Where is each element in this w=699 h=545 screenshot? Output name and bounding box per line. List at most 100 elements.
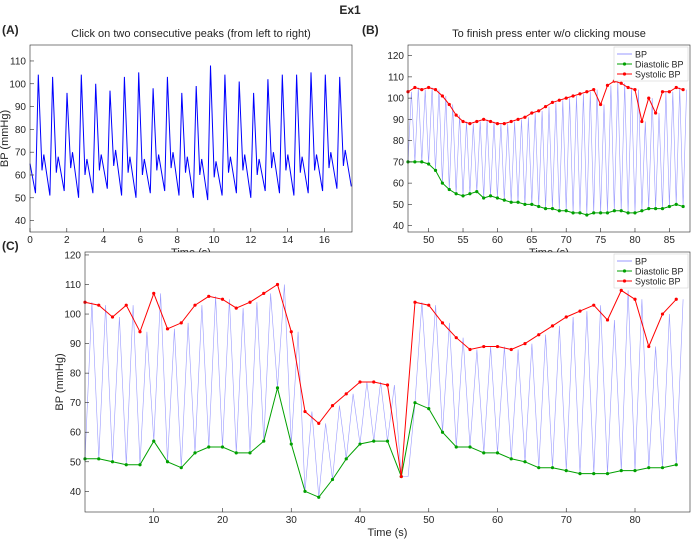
data-point: [152, 291, 156, 295]
data-point: [433, 88, 438, 92]
legend-marker: [622, 72, 627, 76]
plot-area: [85, 252, 690, 512]
data-point: [640, 119, 644, 124]
data-point: [674, 85, 678, 90]
x-tick-label: 55: [457, 235, 469, 246]
data-point: [138, 330, 142, 334]
y-tick-label: 70: [393, 157, 405, 168]
legend-marker: [622, 279, 627, 283]
x-tick-label: 50: [423, 515, 435, 526]
y-tick-label: 40: [15, 216, 27, 227]
data-point: [502, 122, 506, 126]
data-point: [454, 445, 458, 449]
data-point: [468, 445, 472, 449]
data-point: [605, 471, 610, 476]
y-tick-label: 70: [70, 398, 82, 409]
data-point: [550, 100, 555, 104]
x-tick-label: 40: [354, 515, 366, 526]
x-tick-label: 16: [319, 235, 331, 246]
data-line: [84, 283, 677, 477]
x-tick-label: 10: [208, 235, 220, 246]
data-point: [564, 96, 568, 100]
x-tick-label: 60: [492, 515, 504, 526]
data-point: [413, 401, 417, 405]
data-point: [447, 187, 451, 192]
data-point: [482, 344, 486, 349]
data-point: [654, 111, 658, 115]
data-point: [647, 96, 651, 100]
data-point: [654, 207, 658, 211]
data-point: [619, 81, 623, 85]
data-point: [571, 211, 575, 215]
data-point: [633, 88, 637, 92]
y-tick-label: 70: [15, 148, 27, 159]
data-point: [647, 344, 651, 349]
x-tick-label: 70: [561, 515, 573, 526]
y-tick-label: 80: [70, 369, 82, 380]
x-tick-label: 20: [217, 515, 229, 526]
data-point: [468, 192, 472, 196]
data-point: [317, 421, 321, 425]
data-point: [523, 341, 527, 346]
data-point: [543, 105, 548, 109]
data-point: [523, 202, 527, 206]
y-tick-label: 50: [393, 200, 405, 211]
data-point: [165, 327, 170, 331]
data-point: [179, 466, 183, 470]
data-point: [660, 207, 665, 211]
data-point: [289, 442, 293, 446]
data-point: [523, 115, 527, 119]
data-point: [193, 303, 197, 307]
data-point: [440, 430, 445, 434]
x-tick-label: 6: [138, 235, 144, 246]
data-point: [619, 469, 623, 473]
data-point: [358, 380, 362, 384]
data-point: [488, 119, 493, 124]
y-tick-label: 80: [393, 136, 405, 147]
data-point: [385, 383, 390, 387]
data-point: [447, 102, 451, 107]
data-point: [509, 457, 513, 461]
data-point: [543, 207, 548, 211]
data-point: [317, 495, 321, 499]
y-tick-label: 50: [70, 457, 82, 468]
data-point: [523, 460, 527, 464]
chart-title: To finish press enter w/o clicking mouse: [452, 28, 646, 40]
x-tick-label: 2: [64, 235, 70, 246]
chart-title: Click on two consecutive peaks (from lef…: [71, 28, 311, 40]
data-line: [29, 65, 352, 201]
axes-box: [407, 44, 691, 233]
data-point: [550, 466, 555, 470]
y-tick-label: 40: [70, 487, 82, 498]
data-point: [495, 344, 500, 349]
y-tick-label: 60: [15, 170, 27, 181]
data-point: [179, 321, 183, 325]
data-point: [468, 347, 472, 352]
data-point: [509, 200, 513, 204]
data-point: [289, 330, 293, 334]
data-point: [440, 321, 445, 325]
data-point: [633, 469, 637, 473]
axes-box: [84, 251, 691, 513]
data-point: [454, 336, 458, 340]
data-point: [427, 303, 431, 307]
legend-label: BP: [635, 257, 647, 267]
figure-title: Ex1: [339, 3, 361, 17]
data-point: [626, 85, 630, 90]
data-point: [110, 315, 115, 319]
data-point: [440, 94, 444, 98]
x-tick-label: 14: [282, 235, 294, 246]
data-point: [667, 90, 671, 94]
data-point: [647, 207, 651, 211]
data-point: [220, 445, 225, 449]
data-point: [482, 196, 486, 200]
data-point: [537, 109, 541, 113]
y-tick-label: 40: [393, 221, 405, 232]
data-point: [660, 90, 665, 94]
data-line: [85, 387, 677, 498]
data-point: [537, 204, 541, 209]
data-point: [592, 88, 596, 92]
x-tick-label: 0: [27, 235, 33, 246]
y-tick-label: 120: [387, 51, 404, 62]
data-point: [626, 211, 630, 215]
